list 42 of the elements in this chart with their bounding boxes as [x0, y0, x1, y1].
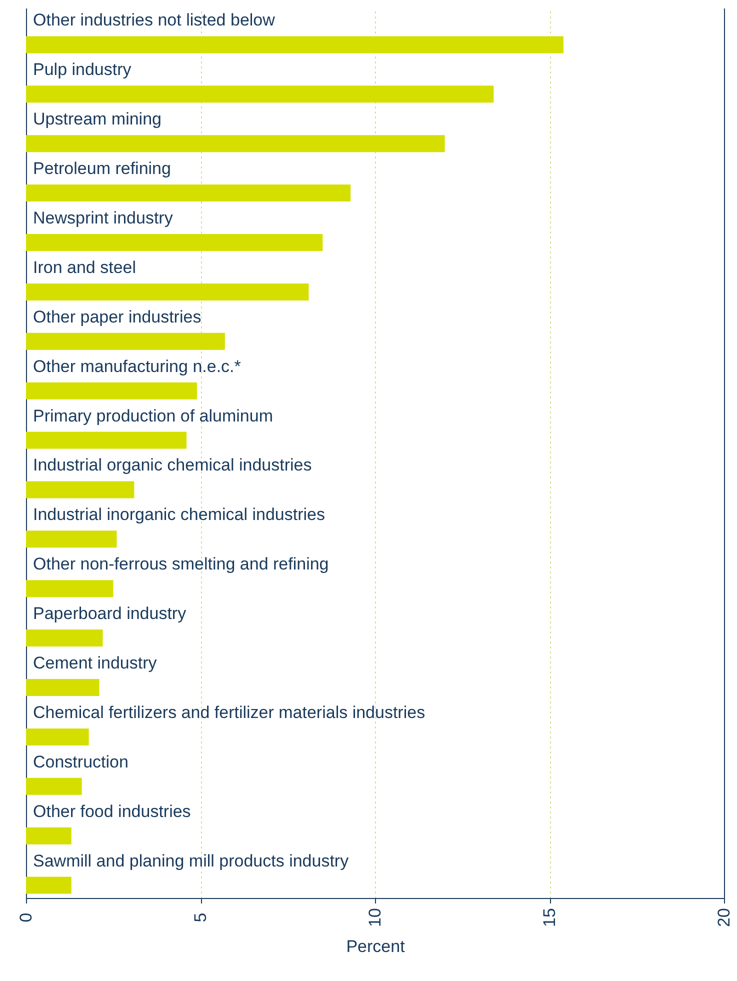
y-tick-label: Other paper industries — [33, 307, 202, 326]
y-tick-label: Primary production of aluminum — [33, 406, 273, 426]
x-tick-label: 20 — [714, 908, 734, 927]
y-tick-label: Iron and steel — [33, 258, 136, 277]
bar — [26, 679, 100, 696]
bar — [26, 728, 89, 746]
x-tick-label: 0 — [16, 912, 36, 922]
y-tick-label: Petroleum refining — [33, 159, 171, 178]
bar — [26, 876, 72, 894]
y-tick-label: Industrial inorganic chemical industries — [33, 505, 325, 524]
y-tick-label: Cement industry — [33, 654, 158, 672]
y-tick-label: Upstream mining — [33, 110, 162, 129]
x-tick-label: 15 — [540, 908, 559, 927]
y-tick-label: Chemical fertilizers and fertilizer materials industries — [33, 702, 426, 722]
bar — [26, 630, 103, 647]
y-tick-label: Other non-ferrous smelting and refining — [33, 554, 329, 574]
bar — [26, 778, 82, 795]
y-tick-label: Other manufacturing n.e.c.* — [33, 356, 242, 376]
y-tick-label: Industrial organic chemical industries — [33, 456, 312, 475]
bar — [26, 827, 72, 844]
bar — [26, 234, 323, 251]
y-tick-label: Paperboard industry — [33, 604, 187, 624]
bar — [26, 36, 564, 54]
x-tick-label: 5 — [191, 912, 210, 922]
x-tick-label: 10 — [366, 908, 384, 927]
x-axis-title: Percent — [346, 936, 406, 956]
bar — [26, 382, 198, 400]
bar — [26, 580, 114, 598]
y-tick-label: Other food industries — [33, 802, 191, 821]
bar — [26, 332, 225, 350]
bar — [26, 481, 134, 498]
y-tick-label: Sawmill and planing mill products industry — [33, 851, 350, 870]
bar — [26, 530, 117, 548]
bar — [26, 135, 445, 152]
y-tick-label: Other industries not listed below — [33, 10, 276, 30]
y-tick-label: Pulp industry — [33, 60, 132, 80]
bar — [26, 283, 309, 300]
bar — [26, 86, 494, 103]
y-tick-label: Newsprint industry — [33, 208, 174, 228]
y-tick-label: Construction — [33, 752, 128, 772]
bar — [26, 184, 351, 202]
bar — [26, 432, 187, 449]
